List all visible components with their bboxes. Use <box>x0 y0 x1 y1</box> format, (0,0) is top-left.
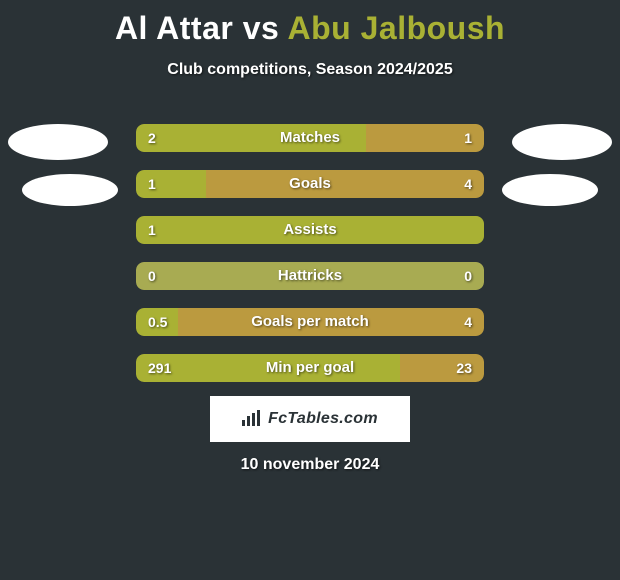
stat-value-right: 23 <box>456 354 472 382</box>
stat-row: 291Min per goal23 <box>136 354 484 382</box>
comparison-rows: 2Matches11Goals41Assists0Hattricks00.5Go… <box>136 124 484 400</box>
stat-label: Matches <box>136 124 484 152</box>
vs-text: vs <box>243 10 280 46</box>
stat-label: Assists <box>136 216 484 244</box>
stat-row: 1Goals4 <box>136 170 484 198</box>
stat-value-right: 4 <box>464 308 472 336</box>
branding-badge: FcTables.com <box>210 396 410 442</box>
avatar-left-2 <box>22 174 118 206</box>
stat-label: Hattricks <box>136 262 484 290</box>
stat-value-right: 4 <box>464 170 472 198</box>
stat-row: 1Assists <box>136 216 484 244</box>
comparison-infographic: Al Attar vs Abu Jalboush Club competitio… <box>0 0 620 580</box>
stat-label: Goals per match <box>136 308 484 336</box>
avatar-right-1 <box>512 124 612 160</box>
stat-row: 0.5Goals per match4 <box>136 308 484 336</box>
page-title: Al Attar vs Abu Jalboush <box>0 0 620 47</box>
avatar-left-1 <box>8 124 108 160</box>
date-text: 10 november 2024 <box>0 456 620 474</box>
avatar-right-2 <box>502 174 598 206</box>
stat-row: 0Hattricks0 <box>136 262 484 290</box>
stat-value-right: 0 <box>464 262 472 290</box>
player1-name: Al Attar <box>115 10 233 46</box>
stat-value-right: 1 <box>464 124 472 152</box>
branding-text: FcTables.com <box>268 410 378 427</box>
player2-name: Abu Jalboush <box>288 10 506 46</box>
stat-label: Min per goal <box>136 354 484 382</box>
stat-row: 2Matches1 <box>136 124 484 152</box>
stat-label: Goals <box>136 170 484 198</box>
subtitle: Club competitions, Season 2024/2025 <box>0 61 620 79</box>
bars-ascending-icon <box>242 410 262 426</box>
